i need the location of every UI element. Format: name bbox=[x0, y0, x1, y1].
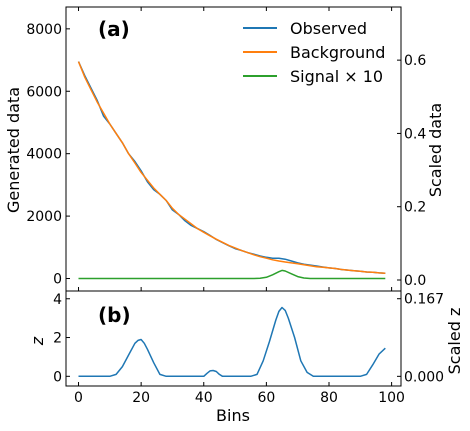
panel-a: 0 2000 4000 6000 8000 0.0 0.2 0.4 0.6 Generated… bbox=[4, 6, 445, 292]
panel-a-ytick-label-2: 4000 bbox=[26, 147, 62, 163]
panel-b-xlabel: Bins bbox=[216, 406, 250, 425]
panel-b-xtick-label-4: 80 bbox=[320, 390, 338, 406]
panel-a-ytick-label-1: 2000 bbox=[26, 209, 62, 225]
panel-b-xtick-label-1: 20 bbox=[132, 390, 150, 406]
panel-b: 0 2 4 0.000 0.167 0 20 40 60 80 100 z Scaled z B… bbox=[28, 290, 464, 425]
panel-a-series-line-1 bbox=[77, 61, 386, 274]
legend-label-2: Signal × 10 bbox=[290, 67, 383, 86]
panel-b-ytick-label-2: 4 bbox=[53, 292, 62, 308]
panel-b-ytick-label-0: 0 bbox=[53, 369, 62, 385]
panel-a-right-ticks: 0.0 0.2 0.4 0.6 bbox=[397, 53, 426, 289]
panel-a-letter: (a) bbox=[98, 17, 130, 41]
panel-b-xtick-label-3: 60 bbox=[257, 390, 275, 406]
panel-a-ytick-right-label-1: 0.2 bbox=[404, 200, 426, 216]
legend: Observed Background Signal × 10 bbox=[243, 19, 385, 86]
panel-b-xtick-label-0: 0 bbox=[74, 390, 83, 406]
panel-a-ytick-label-4: 8000 bbox=[26, 22, 62, 38]
panel-b-ytick-right-label-0: 0.000 bbox=[404, 369, 444, 385]
panel-b-x-ticks: 0 20 40 60 80 100 bbox=[74, 382, 405, 406]
panel-b-left-ticks: 0 2 4 bbox=[53, 292, 70, 385]
panel-b-series-line-0 bbox=[78, 306, 386, 378]
panel-a-series-line-2 bbox=[78, 269, 386, 280]
legend-label-1: Background bbox=[290, 43, 385, 62]
panel-a-series bbox=[77, 61, 386, 280]
panel-a-ytick-right-label-0: 0.0 bbox=[404, 273, 426, 289]
panel-a-ylabel-right: Scaled data bbox=[426, 103, 445, 197]
panel-a-ytick-right-label-3: 0.6 bbox=[404, 53, 426, 69]
panel-b-ylabel-right: Scaled z bbox=[445, 308, 464, 375]
panel-b-xtick-label-5: 100 bbox=[378, 390, 405, 406]
panel-a-left-ticks: 0 2000 4000 6000 8000 bbox=[26, 22, 70, 288]
panel-a-ytick-right-label-2: 0.4 bbox=[404, 126, 426, 142]
panel-b-frame bbox=[65, 290, 402, 387]
panel-a-x-ticks bbox=[78, 7, 393, 291]
panel-b-xtick-label-2: 40 bbox=[195, 390, 213, 406]
panel-b-letter: (b) bbox=[98, 303, 131, 327]
panel-a-ytick-label-3: 6000 bbox=[26, 84, 62, 100]
panel-b-series bbox=[78, 306, 386, 378]
panel-a-ytick-label-0: 0 bbox=[53, 272, 62, 288]
panel-b-ylabel: z bbox=[28, 336, 47, 346]
panel-b-ytick-label-1: 2 bbox=[53, 331, 62, 347]
panel-a-ylabel: Generated data bbox=[4, 87, 23, 213]
panel-b-ytick-right-label-1: 0.167 bbox=[404, 292, 444, 308]
legend-label-0: Observed bbox=[290, 19, 367, 38]
panel-b-right-ticks: 0.000 0.167 bbox=[397, 292, 444, 385]
